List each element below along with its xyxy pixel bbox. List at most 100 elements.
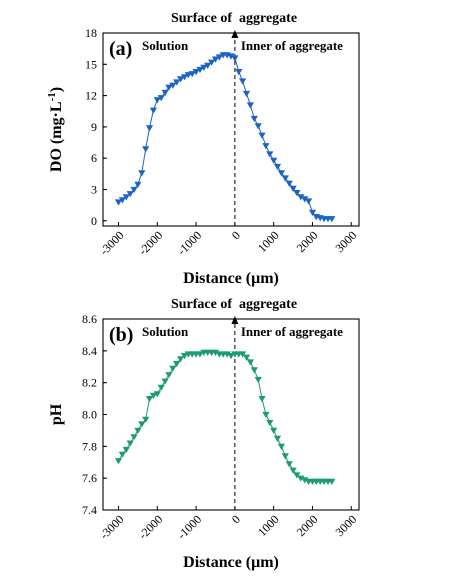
y-tick-label: 6 xyxy=(91,151,97,165)
data-point xyxy=(177,76,185,83)
data-point xyxy=(266,151,274,158)
data-point xyxy=(173,361,181,368)
data-point xyxy=(273,163,282,171)
data-point xyxy=(142,416,150,423)
data-point xyxy=(165,84,173,91)
surface-title: Surface of aggregate xyxy=(171,297,297,312)
data-point xyxy=(289,185,297,192)
data-point xyxy=(153,391,161,398)
data-point xyxy=(161,378,169,385)
data-point xyxy=(149,107,157,114)
x-tick-label: -1000 xyxy=(175,512,205,542)
data-point xyxy=(122,194,130,201)
data-point xyxy=(169,82,177,89)
data-point xyxy=(270,427,278,434)
y-tick-label: 8.4 xyxy=(82,344,97,358)
data-point xyxy=(114,458,123,465)
data-point xyxy=(289,467,297,474)
data-point xyxy=(250,367,258,374)
data-point xyxy=(145,396,154,403)
data-point xyxy=(262,143,270,150)
y-tick-label: 7.8 xyxy=(82,439,97,453)
x-tick-label: -1000 xyxy=(175,228,205,258)
data-point xyxy=(200,64,208,71)
y-tick-label: 7.6 xyxy=(82,471,97,485)
x-tick-label: 2000 xyxy=(294,512,321,539)
x-tick-label: 1000 xyxy=(255,512,282,539)
y-tick-label: 7.4 xyxy=(82,503,97,517)
panel-label: (a) xyxy=(109,38,132,60)
data-point xyxy=(145,125,154,132)
x-tick-label: 3000 xyxy=(332,512,359,539)
data-point xyxy=(231,55,239,62)
data-point xyxy=(126,191,134,198)
data-point xyxy=(169,365,177,372)
data-point xyxy=(134,427,142,434)
x-tick-label: 2000 xyxy=(294,228,321,255)
data-point xyxy=(223,351,231,358)
x-tick-label: 0 xyxy=(229,512,243,526)
data-point xyxy=(126,440,134,447)
data-point xyxy=(293,190,301,197)
chart-panel-a: 0 3 6 9 12 15 18 -3000 -2000 -1000 0 1000 2000 3000 Su… xyxy=(46,11,360,287)
data-point xyxy=(208,59,216,66)
data-point xyxy=(250,115,258,123)
panel-label: (b) xyxy=(109,324,133,346)
data-point xyxy=(165,372,173,379)
data-point xyxy=(161,89,169,97)
x-axis-label: Distance (μm) xyxy=(183,270,279,287)
x-tick-label: -3000 xyxy=(97,512,127,542)
y-tick-label: 3 xyxy=(91,182,97,196)
data-point xyxy=(235,69,243,76)
x-tick-label: -3000 xyxy=(97,228,127,258)
data-point xyxy=(281,175,289,182)
surface-arrow-head xyxy=(231,316,239,324)
data-point xyxy=(149,392,157,399)
data-point xyxy=(196,351,204,358)
x-tick-label: -2000 xyxy=(136,228,166,258)
y-axis-label: DO (mg·L-1) xyxy=(46,87,65,172)
data-point xyxy=(254,123,262,130)
solution-annotation: Solution xyxy=(142,324,189,339)
y-tick-label: 18 xyxy=(85,26,97,40)
data-point xyxy=(173,79,181,86)
inner-aggregate-annotation: Inner of aggregate xyxy=(241,324,343,339)
data-point xyxy=(118,451,126,458)
data-point xyxy=(122,446,130,454)
y-tick-label: 15 xyxy=(85,57,97,71)
data-point xyxy=(215,54,223,61)
data-point xyxy=(246,359,254,366)
data-point xyxy=(157,384,165,391)
data-point xyxy=(177,356,185,363)
data-point xyxy=(266,419,274,427)
data-point xyxy=(277,170,285,177)
data-point xyxy=(281,453,289,460)
data-point xyxy=(204,62,212,69)
data-point xyxy=(227,353,235,360)
data-point xyxy=(328,216,336,223)
chart-panel-b: 7.4 7.6 7.8 8.0 8.2 8.4 8.6 -3000 -2000 -1000 0 100… xyxy=(48,297,360,571)
data-point xyxy=(301,196,309,203)
y-axis-label: pH xyxy=(48,403,65,425)
data-point xyxy=(227,53,235,60)
surface-title: Surface of aggregate xyxy=(171,11,297,26)
data-point xyxy=(285,180,293,187)
y-tick-label: 12 xyxy=(85,89,97,103)
data-point xyxy=(301,477,309,484)
data-point xyxy=(239,351,247,358)
data-point xyxy=(211,56,220,63)
data-point xyxy=(328,478,336,485)
data-point xyxy=(180,74,189,81)
data-point xyxy=(130,434,138,441)
series-line xyxy=(118,54,332,220)
data-point xyxy=(188,71,196,78)
y-tick-label: 0 xyxy=(91,214,97,228)
data-point xyxy=(114,199,123,206)
x-axis-label: Distance (μm) xyxy=(183,554,279,571)
x-tick-label: 3000 xyxy=(332,228,359,255)
y-tick-label: 8.6 xyxy=(82,312,97,326)
data-point xyxy=(242,354,251,361)
data-point xyxy=(180,353,189,360)
data-point xyxy=(254,376,262,384)
